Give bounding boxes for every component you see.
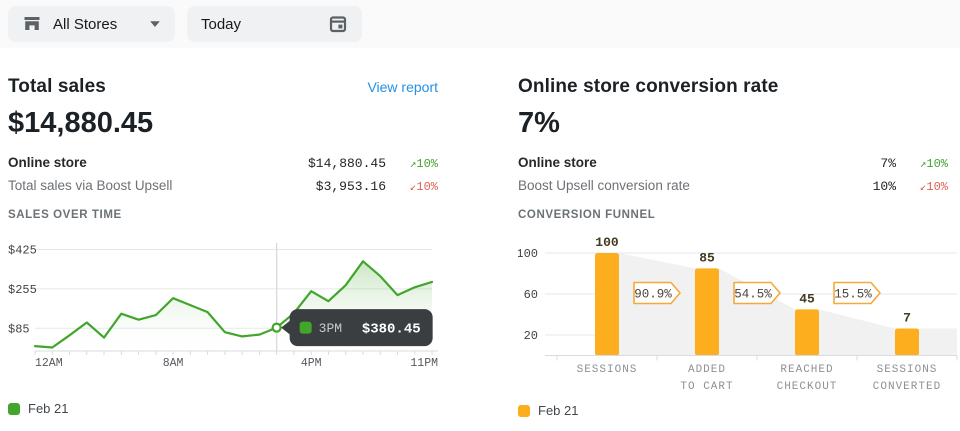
legend-label: Feb 21 [28, 401, 69, 416]
funnel-category-label: SESSIONS [577, 364, 638, 376]
conversion-rate-badge [633, 281, 681, 305]
metric-label: Online store [8, 155, 87, 170]
view-report-link[interactable]: View report [367, 79, 438, 95]
conversion-rate-badge [833, 281, 881, 305]
metric-row-boost-upsell-rate: Boost Upsell conversion rate 10% ↙10% [518, 178, 958, 194]
bar-value-label: 100 [595, 235, 619, 250]
calendar-icon [328, 14, 348, 34]
funnel-bar-reached-checkout[interactable] [795, 309, 819, 356]
sales-line[interactable] [33, 260, 434, 349]
storefront-icon [22, 14, 42, 34]
metric-value: 10% [872, 179, 896, 194]
funnel-category-label: TO CART [680, 381, 733, 393]
metric-label: Total sales via Boost Upsell [8, 178, 173, 193]
funnel-bar-added-to-cart[interactable] [695, 268, 719, 356]
legend-swatch-green [8, 402, 20, 415]
tooltip-time-label: 3PM [319, 321, 342, 336]
metric-row-boost-upsell-sales: Total sales via Boost Upsell $3,953.16 ↙… [8, 178, 448, 194]
metric-delta: ↗10% [919, 157, 948, 171]
total-sales-value: $14,880.45 [8, 107, 154, 139]
total-sales-panel: Total sales View report $14,880.45 Onlin… [8, 76, 448, 418]
hover-point[interactable] [271, 322, 282, 333]
legend-swatch-orange [518, 404, 530, 417]
metric-row-online-store-rate: Online store 7% ↗10% [518, 155, 958, 171]
legend-label: Feb 21 [538, 403, 579, 418]
x-axis-tick-label: 8AM [163, 357, 184, 369]
conversion-rate-badge-label: 15.5% [834, 288, 872, 302]
metric-row-online-store: Online store $14,880.45 ↗10% [8, 155, 448, 171]
bar-value-label: 45 [799, 291, 815, 306]
conversion-rate-panel: Online store conversion rate 7% Online s… [518, 76, 958, 418]
metric-delta: ↙10% [919, 180, 948, 194]
funnel-bar-sessions-converted[interactable] [895, 328, 919, 356]
y-axis-tick-label: $425 [8, 243, 37, 257]
metric-delta: ↙10% [409, 180, 438, 194]
metric-value: $3,953.16 [315, 179, 386, 194]
tooltip-value-label: $380.45 [362, 322, 421, 338]
metric-delta: ↗10% [409, 157, 438, 171]
sales-over-time-heading: SALES OVER TIME [8, 209, 122, 221]
tooltip-series-swatch [299, 321, 312, 334]
funnel-category-label: CHECKOUT [777, 381, 838, 393]
conversion-rate-value: 7% [518, 107, 560, 139]
funnel-category-label: ADDED [688, 364, 726, 376]
metric-value: $14,880.45 [307, 156, 386, 171]
bar-value-label: 7 [903, 311, 911, 326]
top-filter-bar: All Stores Today [0, 0, 960, 48]
funnel-silhouette [595, 253, 957, 356]
date-range-button[interactable]: Today [187, 6, 362, 42]
chart-tooltip: 3PM $380.45 [281, 309, 433, 347]
chevron-down-icon [149, 20, 161, 28]
conversion-rate-badge-label: 90.9% [634, 288, 672, 302]
y-axis-tick-label: 100 [518, 247, 538, 261]
sales-chart-legend: Feb 21 [8, 401, 448, 416]
store-selector-label: All Stores [53, 15, 118, 33]
sales-over-time-chart[interactable]: $85 $255 $425 12AM 8AM 4PM 11PM 3PM $380.45 [8, 229, 448, 369]
metric-value: 7% [880, 156, 896, 171]
total-sales-title: Total sales [8, 76, 106, 97]
funnel-category-label: REACHED [780, 364, 833, 376]
y-axis-tick-label: 60 [524, 288, 538, 302]
conversion-rate-badge [733, 281, 781, 305]
y-axis-tick-label: $85 [8, 322, 30, 336]
store-selector-button[interactable]: All Stores [8, 6, 175, 42]
bar-value-label: 85 [699, 250, 715, 265]
funnel-category-label: SESSIONS [877, 364, 938, 376]
conversion-rate-title: Online store conversion rate [518, 76, 779, 97]
metric-label: Online store [518, 155, 597, 170]
funnel-chart-legend: Feb 21 [518, 403, 958, 418]
x-axis-tick-label: 4PM [301, 357, 322, 369]
date-range-label: Today [201, 15, 242, 33]
y-axis-tick-label: 20 [524, 329, 538, 343]
conversion-funnel-chart[interactable]: 20 60 100 100 85 45 7 90.9% 54.5% 15.5% SESSIONS AD… [518, 229, 958, 394]
conversion-rate-badge-label: 54.5% [734, 288, 772, 302]
x-axis-tick-label: 12AM [35, 357, 63, 369]
y-axis-tick-label: $255 [8, 283, 37, 297]
metric-label: Boost Upsell conversion rate [518, 178, 690, 193]
conversion-funnel-heading: CONVERSION FUNNEL [518, 209, 656, 221]
funnel-bar-sessions[interactable] [595, 253, 619, 356]
funnel-category-label: CONVERTED [873, 381, 941, 393]
x-axis-tick-label: 11PM [410, 357, 438, 369]
